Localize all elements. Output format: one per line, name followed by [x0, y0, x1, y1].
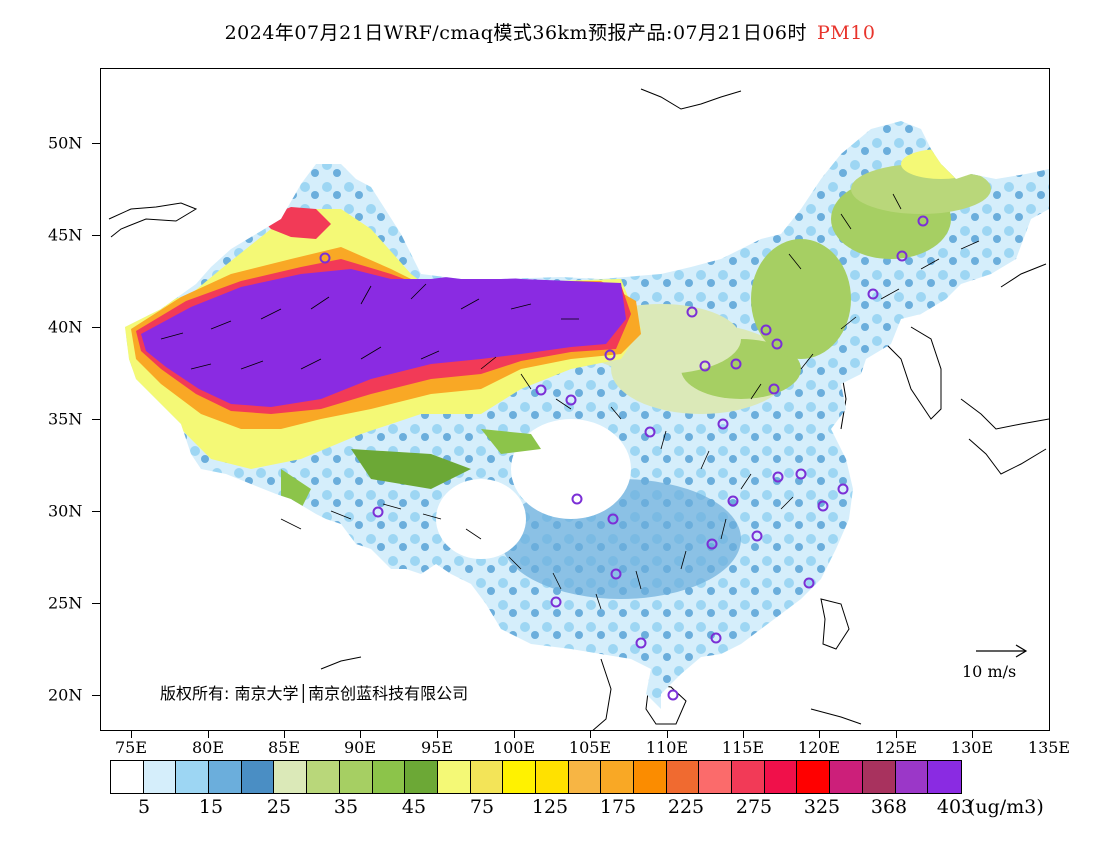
legend-label: 275 — [735, 796, 773, 818]
legend-label: 125 — [531, 796, 569, 818]
map-title: 2024年07月21日WRF/cmaq模式36km预报产品:07月21日06时 P… — [0, 18, 1100, 45]
legend-swatch — [732, 761, 765, 793]
x-axis-label-80e: 80E — [191, 738, 225, 757]
y-axis-label-20n: 20N — [48, 685, 83, 705]
legend-swatch — [339, 761, 373, 793]
x-tick — [743, 731, 745, 738]
legend-swatch — [764, 761, 798, 793]
legend-swatch — [568, 761, 602, 793]
legend-swatch — [928, 761, 961, 793]
legend-swatch — [666, 761, 700, 793]
x-axis-label-105e: 105E — [568, 738, 612, 757]
x-axis-label-75e: 75E — [114, 738, 148, 757]
legend-label: 403 — [936, 796, 974, 818]
legend-swatch — [470, 761, 504, 793]
y-tick — [92, 695, 100, 697]
wind-vectors — [160, 193, 980, 610]
legend-swatch — [797, 761, 831, 793]
y-tick — [92, 603, 100, 605]
y-tick — [92, 419, 100, 421]
legend-label: 5 — [137, 796, 151, 818]
copyright-text: 版权所有: 南京大学│南京创蓝科技有限公司 — [160, 684, 469, 703]
legend-unit: (ug/m3) — [968, 796, 1044, 818]
legend-swatch — [699, 761, 733, 793]
legend-swatch — [634, 761, 667, 793]
map-frame — [100, 68, 1050, 731]
pollutant-label: PM10 — [817, 22, 876, 44]
x-tick — [590, 731, 592, 738]
y-axis-label-30n: 30N — [48, 501, 83, 521]
x-axis-label-130e: 130E — [950, 738, 994, 757]
wind-reference-arrow — [976, 644, 1028, 658]
x-tick — [208, 731, 210, 738]
legend-swatch — [895, 761, 929, 793]
x-tick — [667, 731, 669, 738]
x-tick — [896, 731, 898, 738]
y-axis-label-45n: 45N — [48, 225, 83, 245]
map-canvas — [101, 69, 1049, 730]
x-axis-label-90e: 90E — [343, 738, 377, 757]
x-tick — [819, 731, 821, 738]
y-tick — [92, 327, 100, 329]
legend-swatch — [830, 761, 863, 793]
y-tick — [92, 143, 100, 145]
x-axis-label-115e: 115E — [721, 738, 765, 757]
legend-label: 368 — [870, 796, 908, 818]
legend-swatch — [535, 761, 569, 793]
x-tick — [972, 731, 974, 738]
x-tick — [437, 731, 439, 738]
legend-swatch — [372, 761, 406, 793]
legend-label: 25 — [266, 796, 292, 818]
x-axis-label-135e: 135E — [1027, 738, 1071, 757]
legend-swatch — [143, 761, 177, 793]
y-tick — [92, 511, 100, 513]
wind-reference-label: 10 m/s — [962, 662, 1017, 681]
y-axis-label-25n: 25N — [48, 593, 83, 613]
legend-swatch — [209, 761, 242, 793]
y-axis-label-40n: 40N — [48, 317, 83, 337]
legend-swatch — [274, 761, 308, 793]
legend-label: 35 — [333, 796, 359, 818]
legend-label: 225 — [667, 796, 705, 818]
x-axis-label-125e: 125E — [874, 738, 918, 757]
legend-label: 325 — [803, 796, 841, 818]
title-text: 2024年07月21日WRF/cmaq模式36km预报产品:07月21日06时 — [224, 22, 807, 44]
x-tick — [514, 731, 516, 738]
legend-swatch — [437, 761, 471, 793]
legend-label: 45 — [401, 796, 427, 818]
x-tick — [131, 731, 133, 738]
legend-swatch — [503, 761, 536, 793]
legend-swatch — [601, 761, 634, 793]
legend-swatch — [307, 761, 340, 793]
station-markers — [319, 215, 929, 701]
legend-swatch — [111, 761, 144, 793]
x-tick — [360, 731, 362, 738]
y-tick — [92, 235, 100, 237]
x-axis-label-120e: 120E — [797, 738, 841, 757]
legend-swatch — [176, 761, 210, 793]
legend-label: 15 — [198, 796, 224, 818]
legend-color-bar — [110, 760, 962, 794]
x-axis-label-95e: 95E — [420, 738, 454, 757]
x-axis-label-110e: 110E — [645, 738, 689, 757]
x-tick — [284, 731, 286, 738]
legend-swatch — [862, 761, 896, 793]
legend-label: 75 — [469, 796, 495, 818]
y-axis-label-35n: 35N — [48, 409, 83, 429]
x-axis-label-85e: 85E — [267, 738, 301, 757]
y-axis-label-50n: 50N — [48, 133, 83, 153]
legend-swatch — [405, 761, 438, 793]
legend-swatch — [241, 761, 275, 793]
legend-label: 175 — [599, 796, 637, 818]
x-axis-label-100e: 100E — [492, 738, 536, 757]
